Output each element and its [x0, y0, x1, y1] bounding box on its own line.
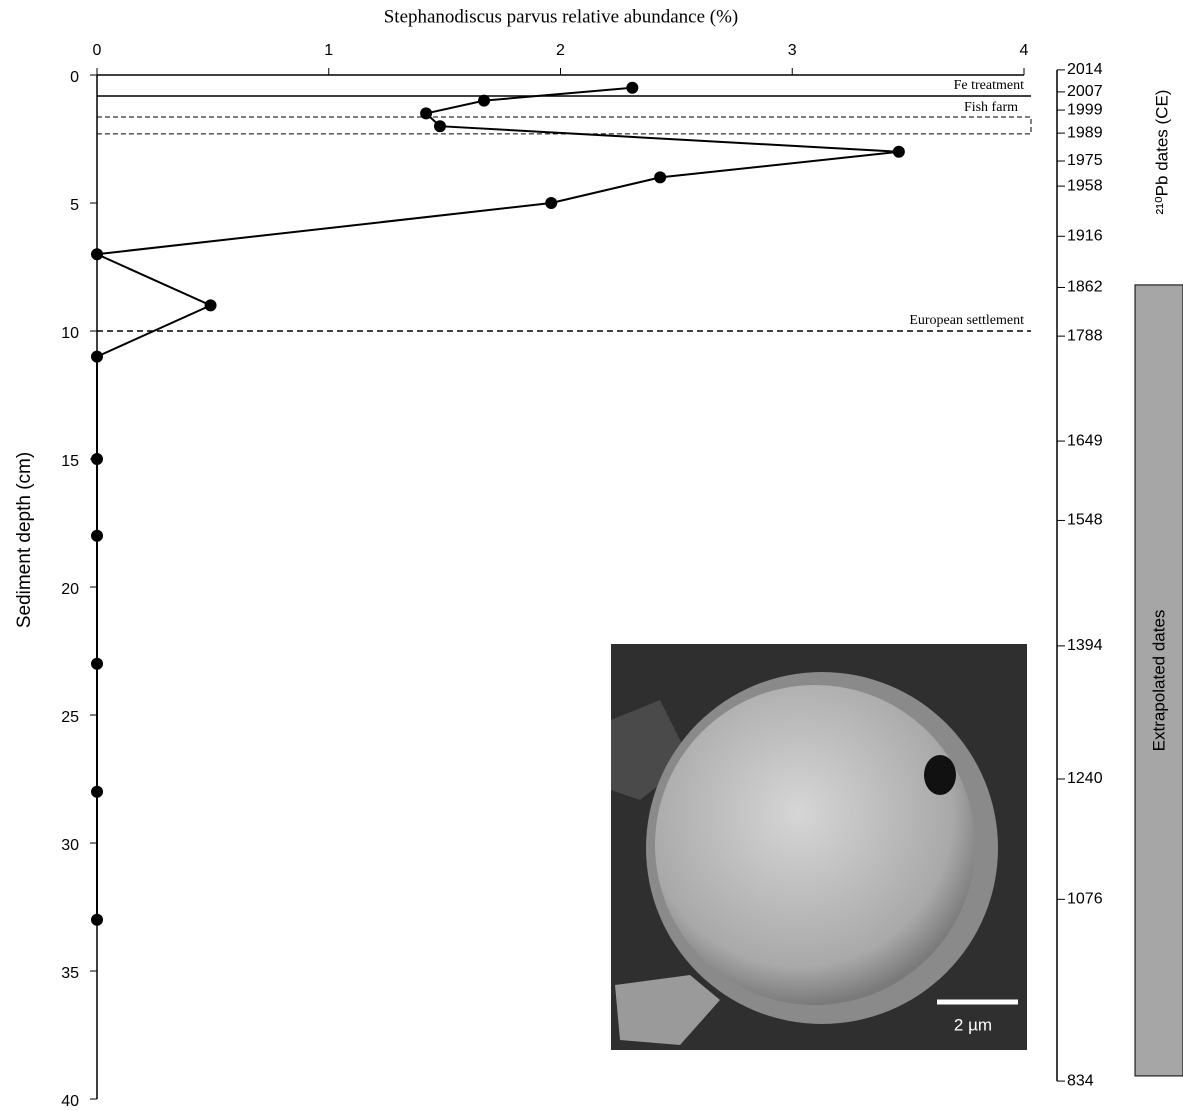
data-point: [893, 146, 905, 158]
page: Stephanodiscus parvus relative abundance…: [0, 0, 1183, 1111]
y-tick-label: 15: [61, 453, 79, 470]
data-point: [91, 351, 103, 363]
x-tick-label: 2: [556, 42, 565, 59]
y-tick-label: 35: [61, 965, 79, 982]
y2-tick-label: 834: [1067, 1072, 1094, 1089]
y-tick-label: 0: [70, 69, 79, 86]
data-point: [434, 120, 446, 132]
data-point: [478, 95, 490, 107]
x-tick-label: 3: [788, 42, 797, 59]
y-tick-label: 5: [70, 197, 79, 214]
inset-image: 2 µm: [611, 644, 1027, 1050]
y2-tick-label: 1989: [1067, 124, 1103, 141]
y-tick-label: 25: [61, 709, 79, 726]
y2-tick-label: 1975: [1067, 152, 1103, 169]
data-point: [91, 786, 103, 798]
data-point: [91, 453, 103, 465]
x-tick-label: 1: [324, 42, 333, 59]
y2-tick-label: 1862: [1067, 279, 1103, 296]
annotation-label: Fish farm: [964, 100, 1018, 115]
y2-tick-label: 1649: [1067, 432, 1103, 449]
inset-diatom: [655, 685, 975, 1005]
y2-axis-label: ²¹⁰Pb dates (CE): [1152, 90, 1171, 215]
chart-title: Stephanodiscus parvus relative abundance…: [384, 6, 739, 27]
y2-tick-label: 1958: [1067, 177, 1103, 194]
y2-tick-label: 1999: [1067, 101, 1103, 118]
y-tick-label: 10: [61, 325, 79, 342]
data-point: [91, 658, 103, 670]
x-tick-label: 0: [93, 42, 102, 59]
data-point: [626, 82, 638, 94]
y-tick-label: 20: [61, 581, 79, 598]
y2-tick-label: 2014: [1067, 61, 1103, 78]
y2-tick-label: 1916: [1067, 227, 1103, 244]
data-point: [420, 107, 432, 119]
data-point: [91, 914, 103, 926]
chart: Stephanodiscus parvus relative abundance…: [0, 0, 1183, 1111]
annotation-label: Fe treatment: [954, 78, 1024, 93]
annotation-box: [97, 117, 1031, 134]
data-point: [654, 171, 666, 183]
y-tick-label: 40: [61, 1093, 79, 1110]
y2-tick-label: 1788: [1067, 327, 1103, 344]
extrapolated-label: Extrapolated dates: [1149, 610, 1168, 752]
data-point: [205, 299, 217, 311]
y2-tick-label: 1076: [1067, 891, 1103, 908]
y-axis-label: Sediment depth (cm): [14, 452, 35, 628]
data-point: [91, 530, 103, 542]
data-point: [91, 248, 103, 260]
scale-label: 2 µm: [954, 1015, 992, 1034]
y-tick-label: 30: [61, 837, 79, 854]
y2-tick-label: 1394: [1067, 637, 1103, 654]
inset-hole: [924, 755, 956, 795]
x-tick-label: 4: [1020, 42, 1029, 59]
y2-tick-label: 1548: [1067, 512, 1103, 529]
data-point: [545, 197, 557, 209]
y2-tick-label: 2007: [1067, 83, 1103, 100]
y2-tick-label: 1240: [1067, 770, 1103, 787]
annotation-label: European settlement: [909, 313, 1024, 328]
